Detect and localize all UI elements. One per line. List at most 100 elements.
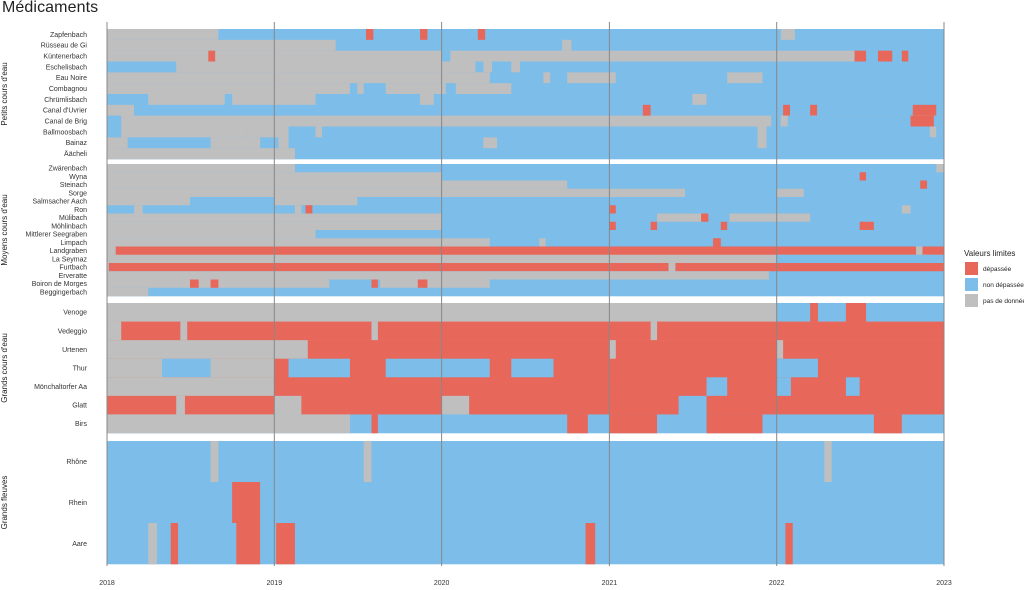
- heatmap-cell: [933, 115, 944, 127]
- heatmap-cell: [208, 50, 216, 62]
- heatmap-cell: [609, 414, 658, 434]
- heatmap-cell: [776, 340, 784, 360]
- heatmap-cell: [609, 340, 616, 360]
- row-label: Bainaz: [66, 140, 88, 147]
- heatmap-cell: [107, 377, 275, 397]
- heatmap-row: [107, 287, 944, 297]
- heatmap-row: [107, 126, 944, 138]
- heatmap-cell: [642, 104, 651, 116]
- heatmap-cell: [176, 61, 476, 73]
- heatmap-cell: [901, 205, 911, 214]
- heatmap-cell: [776, 377, 791, 397]
- heatmap-cell: [276, 523, 295, 565]
- heatmap-cell: [810, 303, 818, 322]
- heatmap-cell: [780, 115, 788, 127]
- row-label: Birs: [75, 421, 88, 428]
- row-label: Eschelisbach: [46, 64, 87, 71]
- heatmap-cell: [246, 126, 289, 138]
- heatmap-cell: [371, 279, 378, 289]
- heatmap-cell: [315, 126, 322, 138]
- heatmap-cell: [162, 358, 211, 378]
- heatmap-cell: [441, 395, 470, 415]
- heatmap-cell: [180, 321, 188, 341]
- row-label: Äächeli: [64, 150, 87, 158]
- heatmap-row: [107, 238, 944, 247]
- heatmap-cell: [210, 441, 219, 483]
- x-tick-label: 2019: [267, 580, 283, 587]
- chart-title: Médicaments: [2, 0, 99, 16]
- heatmap-cell: [134, 205, 143, 214]
- heatmap-cell: [650, 221, 658, 231]
- row-label: Canal de Brig: [45, 118, 88, 125]
- row-label: Venoge: [63, 310, 87, 317]
- heatmap-row: [107, 205, 944, 214]
- heatmap-cell: [567, 72, 616, 84]
- heatmap-cell: [916, 246, 923, 256]
- row-label: Rhône: [66, 459, 87, 466]
- row-label: Limpach: [61, 240, 88, 247]
- row-label: Ron: [74, 207, 87, 214]
- row-label: Erveratte: [59, 273, 88, 280]
- heatmap-row: [107, 523, 944, 565]
- heatmap-cell: [380, 279, 490, 289]
- row-label: Vedeggio: [58, 328, 87, 335]
- heatmap-cell: [107, 271, 769, 280]
- heatmap-row: [107, 221, 944, 231]
- heatmap-cell: [712, 238, 721, 247]
- row-label: Küntenerbach: [43, 53, 87, 60]
- heatmap-cell: [776, 188, 804, 198]
- heatmap-cell: [189, 279, 199, 289]
- heatmap-cell: [692, 94, 707, 106]
- legend-swatch: [965, 262, 978, 275]
- heatmap-cell: [483, 137, 498, 149]
- heatmap-cell: [107, 238, 490, 247]
- heatmap-cell: [609, 205, 616, 214]
- legend-swatch: [965, 278, 978, 291]
- heatmap-cell: [107, 414, 350, 434]
- heatmap-cell: [757, 137, 767, 149]
- heatmap-row: [107, 61, 944, 73]
- heatmap-cell: [727, 72, 763, 84]
- heatmap-row: [107, 441, 944, 483]
- heatmap-cell: [107, 39, 336, 51]
- row-label: Rüsseau de Gi: [41, 43, 88, 50]
- heatmap-row: [107, 279, 944, 289]
- heatmap-row: [107, 340, 944, 360]
- heatmap-cell: [780, 29, 796, 41]
- heatmap-cell: [107, 61, 177, 73]
- heatmap-cell: [901, 50, 909, 62]
- heatmap-cell: [278, 137, 289, 149]
- heatmap-cell: [385, 358, 490, 378]
- legend-label: pas de données: [983, 298, 1024, 305]
- heatmap-cell: [107, 29, 219, 41]
- heatmap-cell: [385, 83, 446, 95]
- heatmap-cell: [776, 358, 818, 378]
- heatmap-cell: [107, 321, 122, 341]
- heatmap-cell: [107, 148, 295, 160]
- heatmap-row: [107, 246, 944, 256]
- heatmap-cell: [107, 72, 490, 84]
- heatmap-cell: [539, 238, 546, 247]
- heatmap-cell: [543, 72, 551, 84]
- heatmap-cell: [845, 303, 867, 322]
- heatmap-cell: [706, 414, 763, 434]
- heatmap-row: [107, 172, 944, 181]
- heatmap-cell: [824, 441, 832, 483]
- heatmap-cell: [729, 213, 811, 223]
- heatmap-cell: [783, 104, 790, 116]
- row-label: Mönchaltorfer Aa: [34, 384, 87, 391]
- heatmap-cell: [859, 221, 874, 231]
- group-label: Moyens cours d'eau: [0, 194, 9, 265]
- heatmap-cell: [785, 523, 793, 565]
- heatmap-cell: [274, 395, 302, 415]
- heatmap-row: [107, 377, 944, 397]
- heatmap-cell: [668, 263, 676, 272]
- heatmap-cell: [657, 213, 707, 223]
- heatmap-cell: [107, 246, 116, 256]
- row-label: Chrümlisbach: [44, 97, 87, 104]
- heatmap-row: [107, 83, 944, 95]
- heatmap-cell: [873, 414, 902, 434]
- row-label: La Seymaz: [52, 256, 88, 263]
- heatmap-row: [107, 197, 944, 206]
